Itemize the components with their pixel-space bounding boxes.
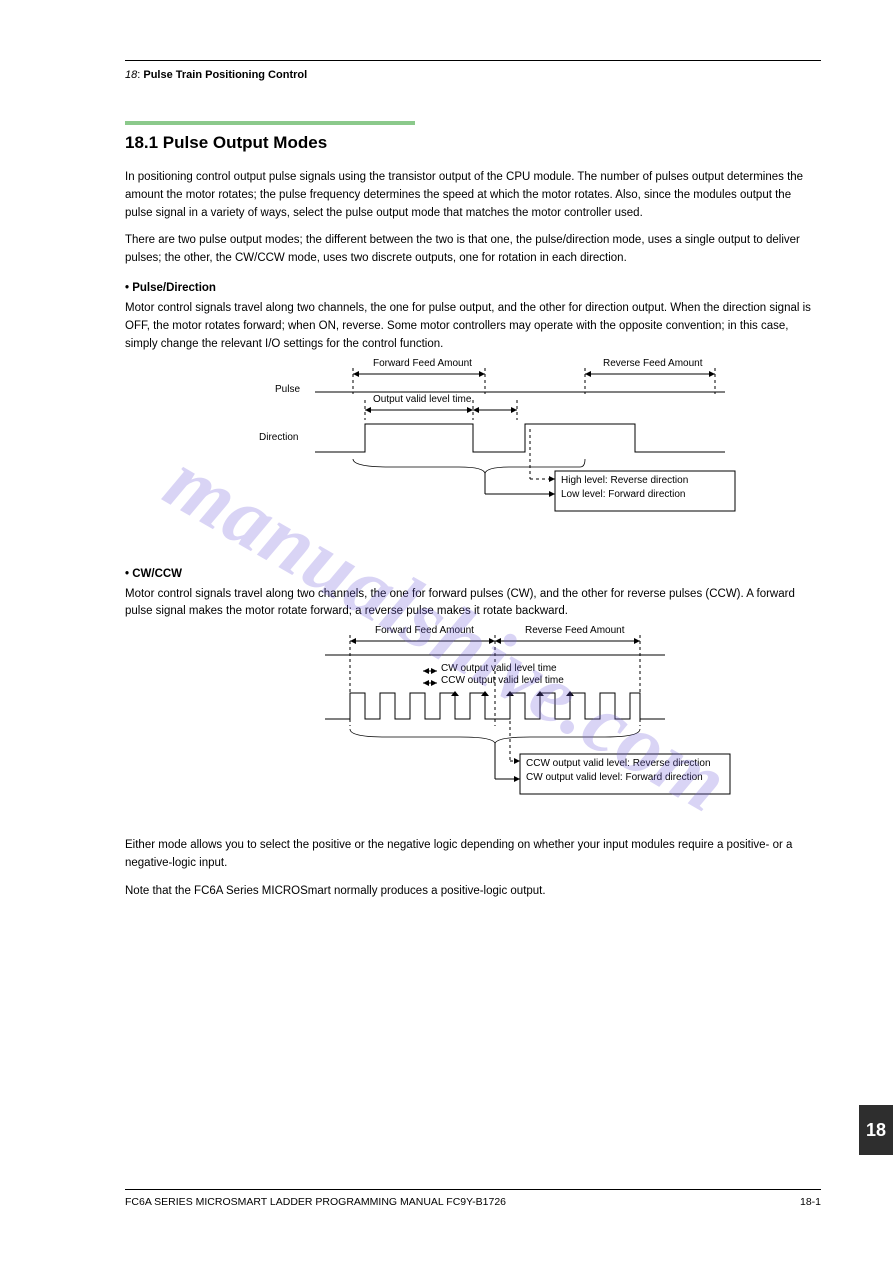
cc-cw: CW output valid level time	[441, 663, 557, 674]
intro-paragraph-2: There are two pulse output modes; the di…	[125, 232, 821, 268]
cwccw-svg	[235, 631, 755, 821]
pulsedir-diagram: Forward Feed Amount Reverse Feed Amount …	[225, 364, 821, 554]
green-accent-line	[125, 121, 415, 125]
pd-note-line1: High level: Reverse direction	[561, 474, 731, 488]
cc-ccw: CCW output valid level time	[441, 675, 564, 686]
cwccw-diagram: Forward Feed Amount Reverse Feed Amount …	[235, 631, 821, 821]
pd-pulse-label: Pulse	[275, 384, 300, 395]
side-tab: 18	[859, 1105, 893, 1155]
section-heading: 18.1 Pulse Output Modes	[125, 133, 821, 153]
pd-dir-label: Direction	[259, 432, 298, 443]
chapter-number: 18	[125, 69, 137, 81]
pd-note-box: High level: Reverse direction Low level:…	[561, 474, 731, 502]
chapter-sub: Pulse Train Positioning Control	[143, 69, 307, 81]
pd-valid-level: Output valid level time	[373, 394, 471, 405]
pd-rev-feed: Reverse Feed Amount	[603, 358, 703, 369]
cc-rev-feed: Reverse Feed Amount	[525, 625, 625, 636]
pulsedir-svg	[225, 364, 745, 554]
footer-bar: FC6A SERIES MICROSMART LADDER PROGRAMMIN…	[125, 1189, 821, 1208]
cwccw-body: Motor control signals travel along two c…	[125, 586, 821, 622]
footer-left: FC6A SERIES MICROSMART LADDER PROGRAMMIN…	[125, 1196, 506, 1208]
cc-fwd-feed: Forward Feed Amount	[375, 625, 474, 636]
cc-note-box: CCW output valid level: Reverse directio…	[526, 757, 726, 785]
pd-fwd-feed: Forward Feed Amount	[373, 358, 472, 369]
outro-p2: Note that the FC6A Series MICROSmart nor…	[125, 883, 821, 901]
cc-note-line1: CCW output valid level: Reverse directio…	[526, 757, 726, 771]
outro-p1: Either mode allows you to select the pos…	[125, 837, 821, 873]
cwccw-title: • CW/CCW	[125, 568, 821, 580]
intro-paragraph-1: In positioning control output pulse sign…	[125, 169, 821, 222]
pulsedir-body: Motor control signals travel along two c…	[125, 300, 821, 353]
pulsedir-title: • Pulse/Direction	[125, 282, 821, 294]
cc-note-line2: CW output valid level: Forward direction	[526, 771, 726, 785]
header-chapter: 18: Pulse Train Positioning Control	[125, 69, 307, 81]
pd-note-line2: Low level: Forward direction	[561, 488, 731, 502]
footer-right: 18-1	[800, 1196, 821, 1208]
page: 18: Pulse Train Positioning Control 18.1…	[0, 0, 893, 1263]
header-bar: 18: Pulse Train Positioning Control	[125, 60, 821, 81]
